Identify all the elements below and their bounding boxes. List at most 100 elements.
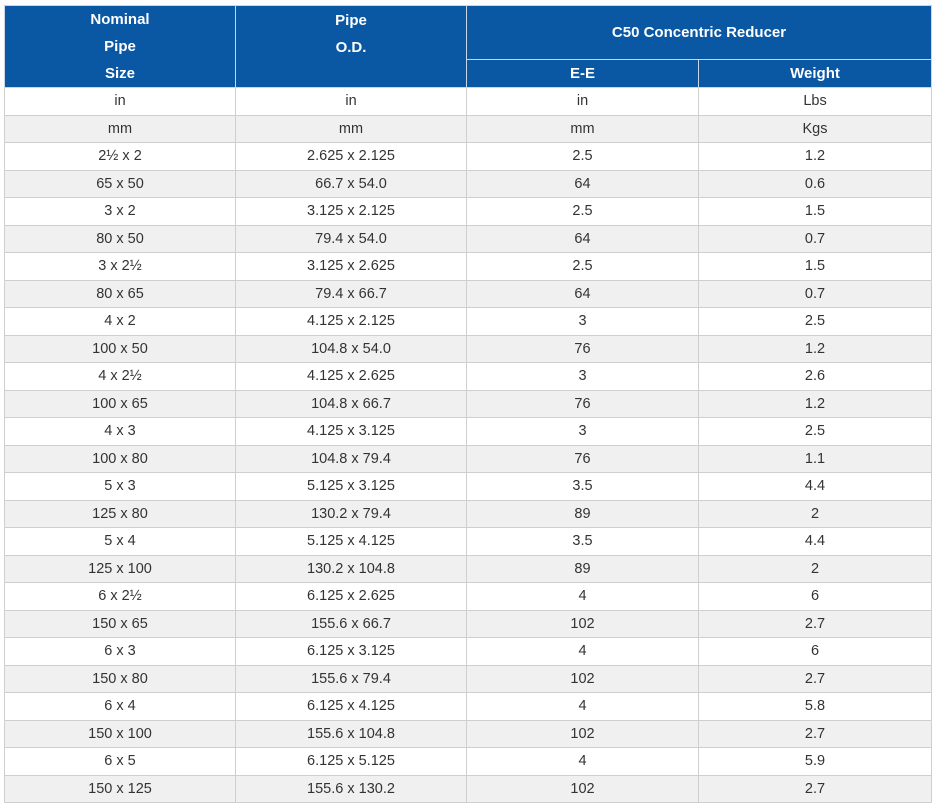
- table-cell: 80 x 65: [4, 279, 236, 308]
- table-cell: 4: [466, 582, 699, 611]
- table-cell: Lbs: [697, 87, 933, 116]
- table-row: 100 x 50 104.8 x 54.0 76 1.2: [4, 334, 933, 363]
- table-cell: 2.7: [697, 609, 933, 638]
- table-row: 4 x 2½ 4.125 x 2.625 3 2.6: [4, 362, 933, 391]
- table-cell: 4.125 x 2.625: [235, 362, 467, 391]
- table-cell: 155.6 x 104.8: [235, 719, 467, 748]
- table-cell: 66.7 x 54.0: [235, 169, 467, 198]
- table-row: 6 x 4 6.125 x 4.125 4 5.8: [4, 692, 933, 721]
- table-cell: 2.7: [697, 774, 933, 803]
- table-row: 2½ x 2 2.625 x 2.125 2.5 1.2: [4, 142, 933, 171]
- table-cell: 2.5: [466, 197, 699, 226]
- table-cell: 6.125 x 4.125: [235, 692, 467, 721]
- table-row: 150 x 80 155.6 x 79.4 102 2.7: [4, 664, 933, 693]
- table-cell: 3.125 x 2.125: [235, 197, 467, 226]
- table-cell: 64: [466, 169, 699, 198]
- table-cell: 79.4 x 54.0: [235, 224, 467, 253]
- table-header: Nominal Pipe Size Pipe O.D. C50 Concentric …: [4, 5, 933, 88]
- table-cell: 125 x 100: [4, 554, 236, 583]
- table-cell: 100 x 80: [4, 444, 236, 473]
- table-row: 3 x 2 3.125 x 2.125 2.5 1.5: [4, 197, 933, 226]
- table-row: 6 x 5 6.125 x 5.125 4 5.9: [4, 747, 933, 776]
- table-cell: 2½ x 2: [4, 142, 236, 171]
- table-cell: mm: [4, 114, 236, 143]
- table-cell: 104.8 x 66.7: [235, 389, 467, 418]
- table-cell: 3 x 2½: [4, 252, 236, 281]
- table-row: 6 x 3 6.125 x 3.125 4 6: [4, 637, 933, 666]
- table-cell: mm: [235, 114, 467, 143]
- table-row: 125 x 100 130.2 x 104.8 89 2: [4, 554, 933, 583]
- table-cell: 155.6 x 130.2: [235, 774, 467, 803]
- header-line: Size: [104, 65, 135, 82]
- table-row: 150 x 65 155.6 x 66.7 102 2.7: [4, 609, 933, 638]
- table-cell: 89: [466, 499, 699, 528]
- table-row: 100 x 80 104.8 x 79.4 76 1.1: [4, 444, 933, 473]
- table-row: 5 x 4 5.125 x 4.125 3.5 4.4: [4, 527, 933, 556]
- table-cell: 2: [697, 554, 933, 583]
- header-cell: C50 Concentric Reducer: [465, 5, 933, 60]
- table-cell: 4.125 x 3.125: [235, 417, 467, 446]
- table-row: in in in Lbs: [4, 87, 933, 116]
- table-cell: 5 x 4: [4, 527, 236, 556]
- table-row: 125 x 80 130.2 x 79.4 89 2: [4, 499, 933, 528]
- table-cell: 100 x 50: [4, 334, 236, 363]
- table-cell: 4 x 2: [4, 307, 236, 336]
- header-cell: Nominal Pipe Size: [4, 5, 236, 88]
- table-cell: 3.125 x 2.625: [235, 252, 467, 281]
- header-line: O.D.: [335, 39, 367, 56]
- table-cell: 130.2 x 104.8: [235, 554, 467, 583]
- table-cell: 76: [466, 389, 699, 418]
- table-cell: 155.6 x 79.4: [235, 664, 467, 693]
- table-cell: 102: [466, 609, 699, 638]
- table-cell: 64: [466, 279, 699, 308]
- table-cell: 1.2: [697, 389, 933, 418]
- table-cell: 2: [697, 499, 933, 528]
- table-body: in in in Lbs mm mm mm Kgs 2½ x 2 2.625 x 2.125 2.5…: [4, 87, 933, 803]
- table-cell: 2.5: [697, 307, 933, 336]
- table-cell: 2.7: [697, 719, 933, 748]
- table-cell: 76: [466, 444, 699, 473]
- table-cell: 3: [466, 307, 699, 336]
- table-cell: 4.125 x 2.125: [235, 307, 467, 336]
- table-cell: 3.5: [466, 527, 699, 556]
- table-container: Nominal Pipe Size Pipe O.D. C50 Concentric …: [4, 5, 933, 803]
- table-row: mm mm mm Kgs: [4, 114, 933, 143]
- table-row: 80 x 65 79.4 x 66.7 64 0.7: [4, 279, 933, 308]
- table-cell: 150 x 125: [4, 774, 236, 803]
- table-cell: in: [4, 87, 236, 116]
- table-cell: 100 x 65: [4, 389, 236, 418]
- table-cell: 0.7: [697, 224, 933, 253]
- table-cell: 150 x 80: [4, 664, 236, 693]
- table-cell: 6: [697, 637, 933, 666]
- table-row: 150 x 100 155.6 x 104.8 102 2.7: [4, 719, 933, 748]
- table-cell: 76: [466, 334, 699, 363]
- table-row: 3 x 2½ 3.125 x 2.625 2.5 1.5: [4, 252, 933, 281]
- table-cell: 155.6 x 66.7: [235, 609, 467, 638]
- table-cell: 5.9: [697, 747, 933, 776]
- table-cell: 150 x 100: [4, 719, 236, 748]
- table-cell: 102: [466, 774, 699, 803]
- table-cell: 3: [466, 417, 699, 446]
- header-line: Nominal: [90, 11, 150, 28]
- table-row: 100 x 65 104.8 x 66.7 76 1.2: [4, 389, 933, 418]
- table-cell: 79.4 x 66.7: [235, 279, 467, 308]
- table-cell: 6 x 3: [4, 637, 236, 666]
- header-cell: Pipe O.D.: [235, 5, 467, 88]
- table-cell: 102: [466, 664, 699, 693]
- header-cell: E-E: [466, 59, 699, 88]
- table-cell: mm: [466, 114, 699, 143]
- table-cell: 6 x 5: [4, 747, 236, 776]
- table-cell: 64: [466, 224, 699, 253]
- table-row: 6 x 2½ 6.125 x 2.625 4 6: [4, 582, 933, 611]
- table-cell: 0.7: [697, 279, 933, 308]
- table-cell: 65 x 50: [4, 169, 236, 198]
- header-line: Pipe: [335, 12, 367, 29]
- table-cell: 89: [466, 554, 699, 583]
- table-cell: 2.6: [697, 362, 933, 391]
- table-row: 4 x 2 4.125 x 2.125 3 2.5: [4, 307, 933, 336]
- table-cell: 125 x 80: [4, 499, 236, 528]
- table-cell: 2.7: [697, 664, 933, 693]
- table-row: 80 x 50 79.4 x 54.0 64 0.7: [4, 224, 933, 253]
- table-cell: 3.5: [466, 472, 699, 501]
